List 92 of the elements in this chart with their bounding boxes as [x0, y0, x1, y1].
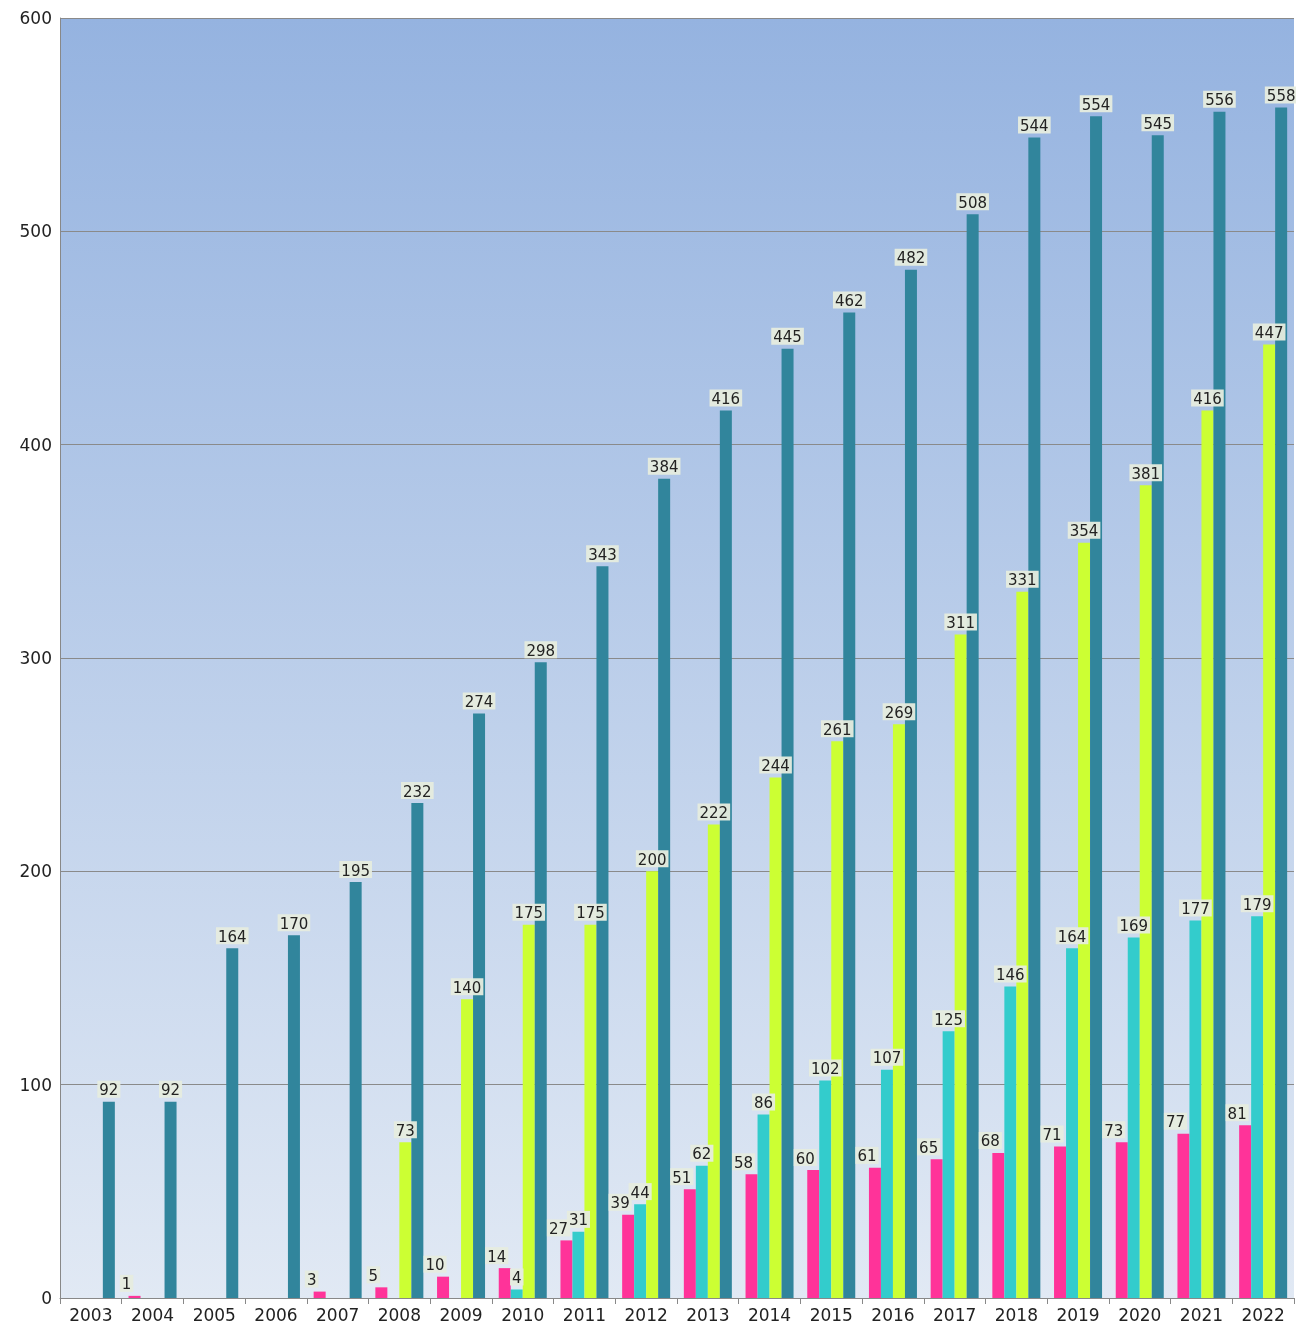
data-label: 343: [588, 545, 617, 564]
data-label: 261: [822, 720, 852, 739]
data-label: 462: [834, 291, 864, 310]
x-tick-label: 2010: [501, 1304, 545, 1325]
y-tick-label: 600: [19, 8, 52, 28]
x-tick-label: 2009: [439, 1304, 483, 1325]
data-label: 169: [1119, 916, 1149, 935]
data-label: 10: [425, 1256, 445, 1275]
data-label: 274: [464, 692, 494, 711]
x-tick-label: 2004: [130, 1304, 175, 1325]
data-label: 311: [946, 614, 975, 633]
data-label: 544: [1020, 116, 1049, 135]
data-label: 556: [1205, 91, 1234, 110]
data-label: 31: [568, 1211, 588, 1230]
data-label: 416: [711, 390, 741, 409]
y-tick-label: 100: [19, 1074, 52, 1095]
data-label: 65: [919, 1138, 939, 1157]
data-label: 5: [368, 1266, 379, 1285]
x-tick-label: 2019: [1056, 1304, 1100, 1325]
data-label: 140: [452, 978, 482, 997]
data-label: 298: [526, 641, 556, 660]
data-label: 60: [795, 1149, 815, 1168]
data-label: 68: [980, 1132, 1000, 1151]
data-label: 447: [1254, 323, 1284, 342]
data-label: 381: [1131, 464, 1161, 483]
x-tick-label: 2015: [809, 1304, 853, 1325]
y-tick-label: 500: [19, 221, 52, 242]
data-label: 416: [1193, 390, 1222, 409]
data-label: 51: [672, 1168, 692, 1187]
x-tick-label: 2021: [1179, 1304, 1224, 1325]
data-label: 86: [754, 1094, 774, 1113]
data-label: 58: [734, 1153, 754, 1172]
data-label: 73: [1104, 1121, 1124, 1140]
data-label: 558: [1266, 87, 1296, 106]
x-tick-label: 2008: [377, 1304, 421, 1325]
x-tick-label: 2022: [1241, 1304, 1285, 1325]
data-label: 77: [1165, 1113, 1185, 1132]
data-label: 244: [761, 756, 790, 775]
x-tick-label: 2006: [254, 1304, 298, 1325]
data-label: 71: [1042, 1126, 1062, 1145]
data-label: 482: [896, 249, 926, 268]
data-label: 92: [161, 1081, 181, 1100]
data-label: 175: [514, 904, 544, 923]
data-label: 545: [1143, 114, 1173, 133]
data-label: 1: [121, 1275, 132, 1294]
data-label: 177: [1181, 899, 1210, 918]
x-tick-label: 2017: [933, 1304, 977, 1325]
data-label: 73: [395, 1121, 415, 1140]
data-label: 170: [279, 914, 309, 933]
data-label: 125: [934, 1010, 963, 1029]
y-tick-label: 400: [19, 434, 52, 455]
data-label: 107: [872, 1049, 902, 1068]
data-label: 195: [341, 861, 370, 880]
data-label: 384: [649, 458, 679, 477]
data-label: 175: [576, 904, 605, 923]
data-label: 200: [637, 850, 667, 869]
data-label: 445: [773, 328, 802, 347]
data-label: 92: [99, 1081, 119, 1100]
y-tick-label: 300: [19, 648, 52, 668]
data-label: 269: [884, 703, 914, 722]
x-tick-label: 2016: [871, 1304, 915, 1325]
data-label: 179: [1242, 895, 1272, 914]
data-label: 81: [1227, 1104, 1247, 1123]
data-label: 164: [1057, 927, 1087, 946]
data-label: 62: [692, 1145, 712, 1164]
data-label: 554: [1081, 95, 1111, 114]
data-label: 331: [1008, 571, 1037, 590]
data-label: 102: [810, 1059, 840, 1078]
data-label: 508: [958, 193, 987, 212]
x-tick-label: 2013: [686, 1304, 730, 1325]
data-label: 14: [487, 1247, 507, 1266]
data-label: 61: [857, 1147, 877, 1166]
x-tick-label: 2012: [624, 1304, 668, 1325]
data-label: 354: [1069, 522, 1099, 541]
x-tick-label: 2007: [316, 1304, 360, 1325]
x-tick-label: 2003: [69, 1304, 113, 1325]
data-label: 27: [548, 1219, 568, 1238]
x-tick-label: 2018: [994, 1304, 1038, 1325]
data-label: 146: [996, 966, 1025, 985]
data-label: 44: [630, 1183, 650, 1202]
x-tick-label: 2011: [562, 1304, 607, 1325]
x-tick-label: 2014: [747, 1304, 792, 1325]
data-label: 232: [403, 782, 432, 801]
data-label: 3: [306, 1271, 317, 1290]
x-tick-label: 2020: [1118, 1304, 1162, 1325]
y-tick-label: 0: [41, 1288, 52, 1308]
data-label: 4: [511, 1268, 522, 1287]
x-tick-label: 2005: [192, 1304, 236, 1325]
data-label: 222: [699, 803, 729, 822]
y-tick-label: 200: [19, 861, 52, 882]
data-label: 39: [610, 1194, 630, 1213]
data-label: 164: [217, 927, 247, 946]
